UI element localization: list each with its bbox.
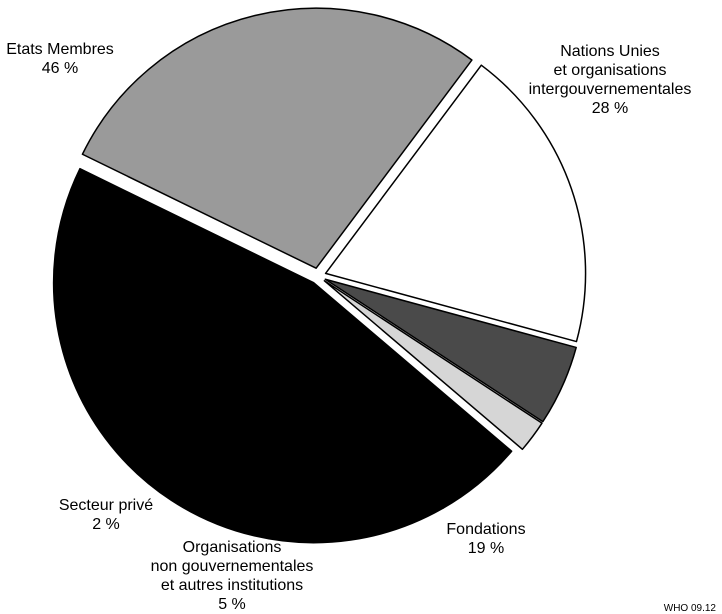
pie-category-label: et organisations — [554, 62, 667, 79]
pie-slice-2 — [324, 64, 587, 343]
pie-category-label: intergouvernementales — [529, 81, 692, 98]
pie-category-label: Etats Membres — [6, 41, 114, 58]
pie-value-label: 2 % — [92, 516, 120, 533]
pie-label-2: Fondations 19 % — [446, 521, 525, 557]
pie-slices — [52, 7, 587, 544]
pie-slice-1 — [81, 7, 473, 269]
pie-value-label: 46 % — [42, 60, 78, 77]
pie-value-label: 5 % — [218, 596, 246, 613]
pie-slice-4 — [323, 280, 543, 451]
pie-category-label: non gouvernementales — [151, 558, 314, 575]
pie-value-label: 28 % — [592, 100, 628, 117]
pie-value-label: 19 % — [468, 540, 504, 557]
pie-category-label: Nations Unies — [560, 43, 660, 60]
figure-code: WHO 09.12 — [664, 603, 717, 614]
pie-category-label: Fondations — [446, 521, 525, 538]
pie-slice-5 — [52, 167, 513, 544]
pie-category-label: et autres institutions — [161, 577, 303, 594]
pie-label-1: Nations Unies et organisations intergouver… — [529, 43, 692, 117]
pie-labels: Nations Unies et organisations intergouver… — [6, 41, 691, 613]
pie-label-4: Secteur privé 2 % — [59, 497, 153, 533]
pie-category-label: Organisations — [183, 539, 282, 556]
pie-label-5: Etats Membres 46 % — [6, 41, 114, 77]
pie-category-label: Secteur privé — [59, 497, 153, 514]
pie-label-3: Organisations non gouvernementales et autr… — [151, 539, 314, 613]
pie-slice-3 — [324, 278, 577, 423]
